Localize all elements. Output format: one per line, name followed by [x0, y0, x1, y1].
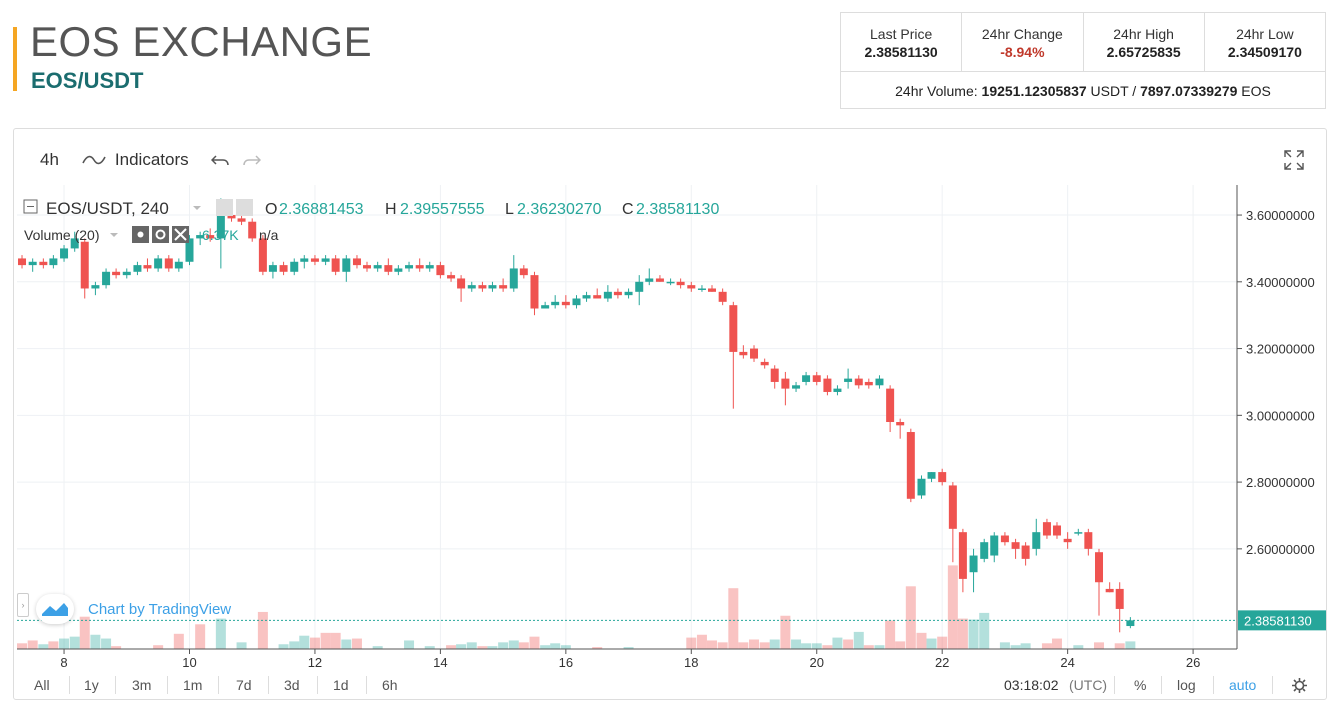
- legend-settings-icon[interactable]: [236, 199, 253, 216]
- indicators-icon: [82, 155, 106, 165]
- legend-symbol: EOS/USDT, 240: [46, 199, 169, 218]
- volume-usdt-value: 19251.12305837: [981, 83, 1087, 99]
- legend-eye-icon[interactable]: [216, 199, 233, 216]
- market-stats-panel: Last Price 2.38581130 24hr Change -8.94%…: [840, 12, 1326, 109]
- stat-value: -8.94%: [1000, 44, 1045, 60]
- tradingview-watermark[interactable]: Chart by TradingView: [88, 601, 232, 618]
- separator: [1161, 676, 1162, 694]
- range-7d[interactable]: 7d: [236, 677, 252, 693]
- log-toggle[interactable]: log: [1177, 677, 1196, 693]
- separator: [167, 676, 168, 694]
- legend-h-label: H: [385, 201, 397, 218]
- indicators-label: Indicators: [114, 150, 189, 169]
- collapse-legend-icon[interactable]: [23, 199, 38, 214]
- title-accent-bar: [13, 27, 17, 91]
- stat-label: Last Price: [870, 26, 933, 42]
- volume-usdt-unit: USDT /: [1090, 83, 1137, 99]
- side-panel-toggle[interactable]: ›: [17, 593, 29, 617]
- range-3d[interactable]: 3d: [284, 677, 300, 693]
- separator: [366, 676, 367, 694]
- redo-icon: [242, 155, 261, 166]
- stat-label: 24hr High: [1113, 26, 1174, 42]
- undo-icon: [210, 155, 229, 166]
- separator: [268, 676, 269, 694]
- chart-toolbar: 4h Indicators: [14, 140, 283, 180]
- separator: [115, 676, 116, 694]
- percent-toggle[interactable]: %: [1134, 677, 1147, 693]
- volume-eos-value: 7897.07339279: [1140, 83, 1238, 99]
- chart-legend: EOS/USDT, 240 O 2.36881453 H 2.39557555 …: [23, 199, 719, 243]
- stat-last-price: Last Price 2.38581130: [841, 13, 963, 71]
- pair-title: EOS/USDT: [31, 68, 144, 93]
- chart-container: [13, 128, 1327, 700]
- legend-l-label: L: [505, 201, 514, 218]
- stat-value: 2.34509170: [1227, 44, 1302, 60]
- legend-o-label: O: [265, 201, 277, 218]
- legend-h-value: 2.39557555: [400, 201, 485, 218]
- interval-button[interactable]: 4h: [40, 150, 59, 169]
- legend-l-value: 2.36230270: [517, 201, 602, 218]
- separator: [1272, 676, 1273, 694]
- exchange-title: EOS EXCHANGE: [30, 18, 373, 65]
- separator: [317, 676, 318, 694]
- redo-button[interactable]: [242, 153, 261, 167]
- stat-24hr-change: 24hr Change -8.94%: [962, 13, 1084, 71]
- separator: [1213, 676, 1214, 694]
- bottom-toolbar: All 1y 3m 1m 7d 3d 1d 6h 03:18:02 (UTC) …: [14, 672, 1314, 698]
- volume-remove-icon-cross: [174, 228, 187, 241]
- clock-time: 03:18:02: [1004, 677, 1059, 693]
- clock-timezone[interactable]: (UTC): [1069, 677, 1108, 693]
- volume-label: 24hr Volume:: [895, 83, 978, 99]
- stat-value: 2.38581130: [864, 44, 938, 60]
- volume-settings-icon-gear: [155, 229, 166, 240]
- legend-volume-label: Volume (20): [24, 227, 99, 243]
- range-6h[interactable]: 6h: [382, 677, 398, 693]
- expand-icon: [1284, 150, 1304, 170]
- tradingview-logo-icon: [36, 594, 74, 624]
- undo-button[interactable]: [210, 153, 229, 167]
- stat-24hr-low: 24hr Low 2.34509170: [1205, 13, 1325, 71]
- range-3m[interactable]: 3m: [132, 677, 152, 693]
- volume-eos-unit: EOS: [1241, 83, 1271, 99]
- separator: [1114, 676, 1115, 694]
- legend-c-label: C: [622, 201, 634, 218]
- separator: [218, 676, 219, 694]
- volume-settings-icon[interactable]: [152, 226, 169, 243]
- range-1m[interactable]: 1m: [183, 677, 203, 693]
- legend-c-value: 2.38581130: [636, 201, 719, 218]
- settings-gear-icon[interactable]: [1291, 677, 1308, 694]
- volume-dropdown-icon[interactable]: [110, 233, 118, 237]
- range-all[interactable]: All: [34, 677, 50, 693]
- stat-label: 24hr Low: [1236, 26, 1294, 42]
- legend-o-value: 2.36881453: [279, 201, 364, 218]
- range-1d[interactable]: 1d: [333, 677, 349, 693]
- fullscreen-button[interactable]: [1283, 149, 1305, 176]
- stat-24hr-high: 24hr High 2.65725835: [1084, 13, 1205, 71]
- range-1y[interactable]: 1y: [84, 677, 99, 693]
- stat-value: 2.65725835: [1106, 44, 1181, 60]
- legend-volume-value: 6.37K: [202, 227, 239, 243]
- volume-eye-icon-pupil: [137, 231, 144, 238]
- stat-label: 24hr Change: [981, 26, 1063, 42]
- separator: [69, 676, 70, 694]
- legend-volume-na: n/a: [259, 227, 279, 243]
- indicators-button[interactable]: Indicators: [81, 150, 189, 170]
- legend-dropdown-icon[interactable]: [193, 206, 201, 210]
- auto-toggle[interactable]: auto: [1229, 677, 1257, 693]
- stat-24hr-volume: 24hr Volume: 19251.12305837 USDT / 7897.…: [841, 72, 1325, 110]
